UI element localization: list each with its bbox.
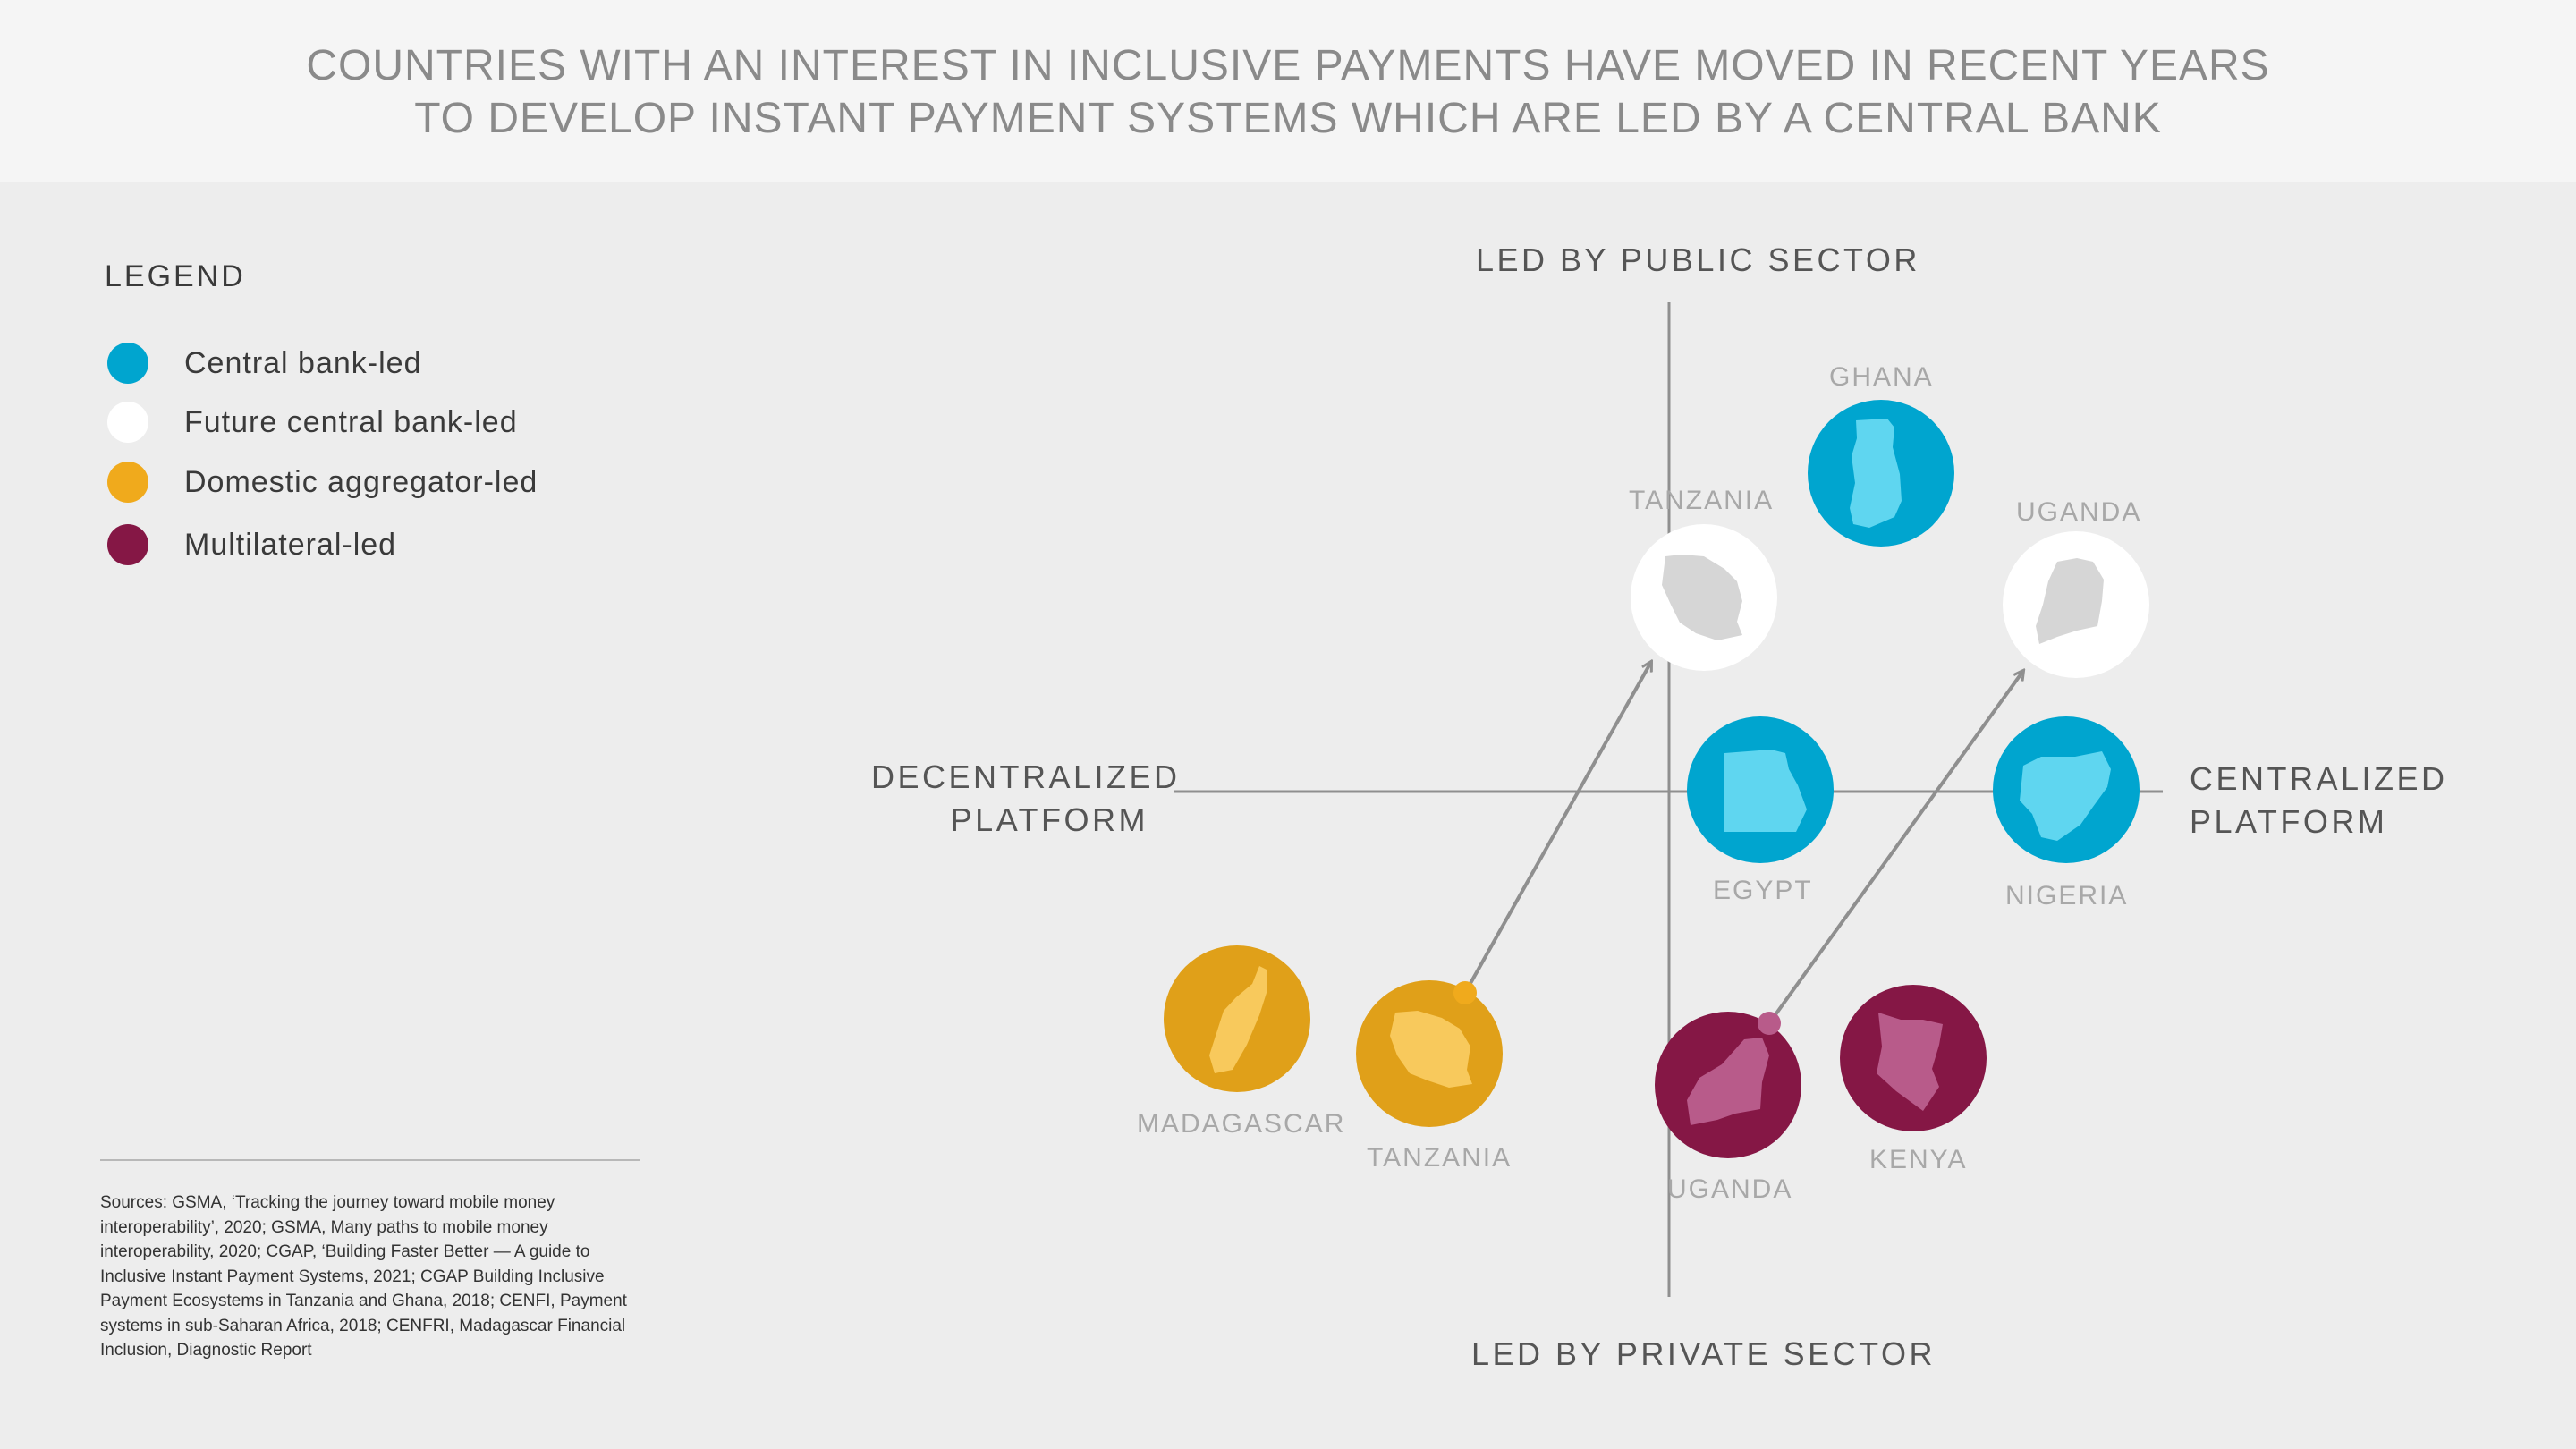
tanzania-arrow-origin-dot <box>1453 981 1477 1004</box>
country-circle-uganda <box>1655 1012 1801 1158</box>
country-circle-nigeria <box>1993 716 2140 863</box>
legend-label: Central bank-led <box>184 346 422 380</box>
sources-divider <box>100 1159 640 1161</box>
axis-label-centralized: CENTRALIZED PLATFORM <box>2190 758 2448 843</box>
page-title: COUNTRIES WITH AN INTEREST IN INCLUSIVE … <box>0 39 2576 145</box>
uganda-map-icon <box>1687 1038 1769 1125</box>
sources-text: Sources: GSMA, ‘Tracking the journey tow… <box>100 1193 627 1360</box>
country-label-madagascar: MADAGASCAR <box>1137 1109 1346 1139</box>
title-banner <box>0 0 2576 182</box>
axis-label-centralized-line-2: PLATFORM <box>2190 803 2388 840</box>
madagascar-map-icon <box>1209 966 1267 1073</box>
country-circle-uganda-future <box>2003 531 2149 678</box>
tanzania-map-icon <box>1662 555 1742 640</box>
kenya-map-icon <box>1877 1013 1943 1111</box>
uganda-map-icon <box>2036 558 2104 644</box>
country-circle-egypt <box>1687 716 1834 863</box>
country-label-tanzania-future: TANZANIA <box>1629 486 1775 515</box>
country-label-uganda: UGANDA <box>1667 1174 1793 1204</box>
legend-swatch-central-bank <box>107 343 148 384</box>
ghana-map-icon <box>1850 419 1902 528</box>
legend-label: Domestic aggregator-led <box>184 465 538 499</box>
axis-label-decentralized-line-1: DECENTRALIZED <box>871 758 1181 795</box>
legend-title: LEGEND <box>105 259 246 293</box>
page-title-line-2: TO DEVELOP INSTANT PAYMENT SYSTEMS WHICH… <box>414 95 2162 142</box>
country-label-nigeria: NIGERIA <box>2005 881 2129 911</box>
legend-label: Multilateral-led <box>184 528 397 562</box>
legend-label: Future central bank-led <box>184 405 518 439</box>
egypt-map-icon <box>1724 750 1807 832</box>
legend-swatch-future-central-bank <box>107 402 148 443</box>
country-circle-tanzania-future <box>1631 524 1777 671</box>
country-circle-kenya <box>1840 985 1987 1131</box>
country-circle-ghana <box>1808 400 1954 547</box>
country-label-tanzania: TANZANIA <box>1367 1143 1513 1173</box>
axis-label-decentralized: DECENTRALIZED PLATFORM <box>871 756 1181 842</box>
tanzania-transition-arrow <box>1463 662 1651 994</box>
page-title-line-1: COUNTRIES WITH AN INTEREST IN INCLUSIVE … <box>306 42 2270 89</box>
country-label-kenya: KENYA <box>1869 1145 1968 1174</box>
country-circle-madagascar <box>1164 945 1310 1092</box>
country-circle-tanzania <box>1356 980 1503 1127</box>
axis-label-public-sector: LED BY PUBLIC SECTOR <box>1476 242 1920 278</box>
nigeria-map-icon <box>2020 751 2111 841</box>
axis-label-private-sector: LED BY PRIVATE SECTOR <box>1471 1335 1936 1372</box>
tanzania-map-icon <box>1390 1011 1472 1088</box>
country-label-egypt: EGYPT <box>1713 876 1813 905</box>
uganda-arrow-origin-dot <box>1758 1012 1781 1035</box>
axis-label-decentralized-line-2: PLATFORM <box>950 801 1148 838</box>
country-label-ghana: GHANA <box>1829 362 1934 392</box>
country-label-uganda-future: UGANDA <box>2016 497 2142 527</box>
uganda-transition-arrow <box>1767 671 2023 1025</box>
legend-swatch-domestic-aggregator <box>107 462 148 503</box>
legend-swatch-multilateral <box>107 524 148 565</box>
axis-label-centralized-line-1: CENTRALIZED <box>2190 760 2448 797</box>
